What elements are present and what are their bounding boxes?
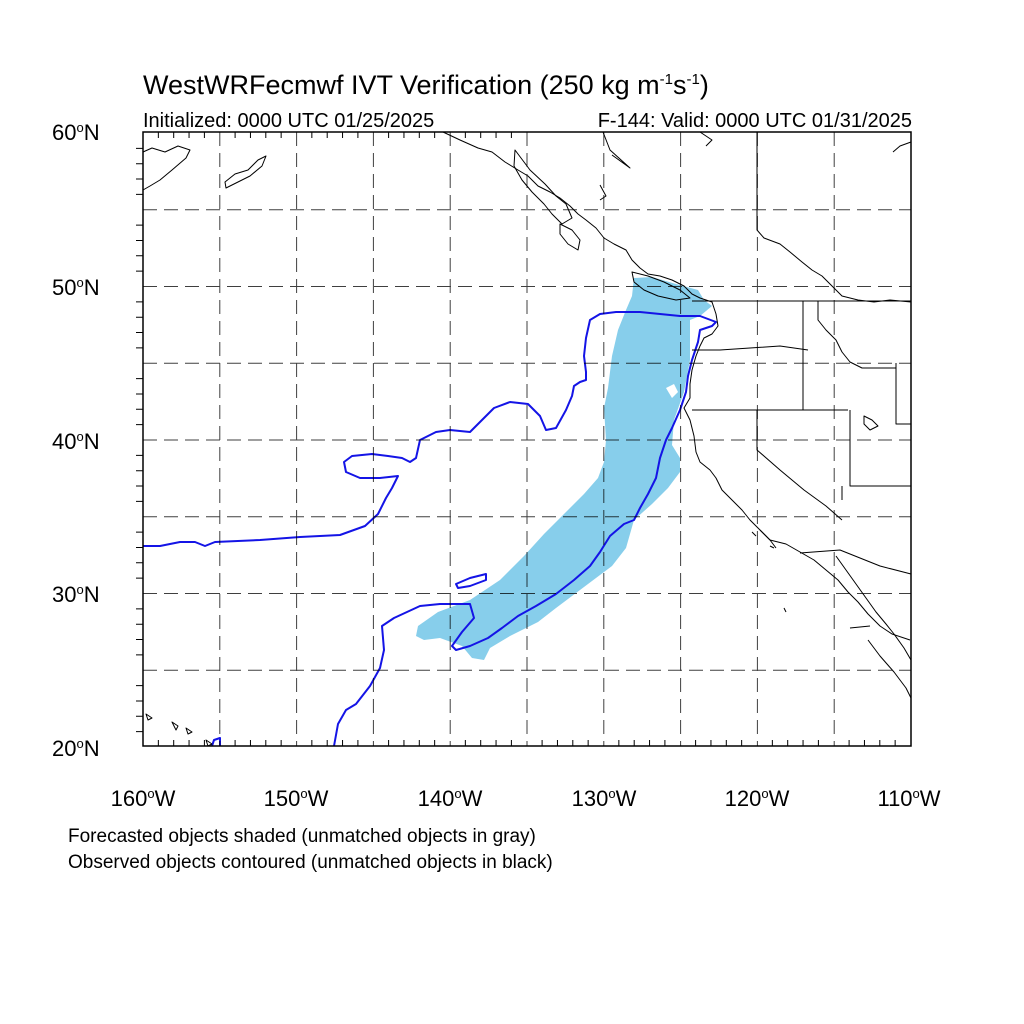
lon-label-110w: 110oW [877, 786, 941, 811]
lat-label-40n: 40oN [52, 429, 100, 454]
minor-ticks [136, 132, 896, 746]
lat-label-60n: 60oN [52, 120, 100, 145]
lon-label-150w: 150oW [263, 786, 329, 811]
coastlines-and-borders [142, 131, 912, 747]
lon-label-160w: 160oW [110, 786, 176, 811]
grid-lines [143, 132, 911, 746]
valid-time-label: F-144: Valid: 0000 UTC 01/31/2025 [597, 110, 912, 132]
legend-note-forecast: Forecasted objects shaded (unmatched obj… [68, 826, 536, 847]
map-frame [142, 131, 912, 747]
forecast-ivt-object [416, 277, 712, 660]
lon-label-120w: 120oW [724, 786, 790, 811]
lat-label-50n: 50oN [52, 275, 100, 300]
lon-label-130w: 130oW [571, 786, 637, 811]
lat-label-30n: 30oN [52, 582, 100, 607]
lon-label-140w: 140oW [417, 786, 483, 811]
legend-note-observed: Observed objects contoured (unmatched ob… [68, 852, 553, 873]
lat-label-20n: 20oN [52, 736, 100, 761]
chart-title: WestWRFecmwf IVT Verification (250 kg m-… [143, 70, 709, 100]
init-time-label: Initialized: 0000 UTC 01/25/2025 [143, 110, 435, 132]
